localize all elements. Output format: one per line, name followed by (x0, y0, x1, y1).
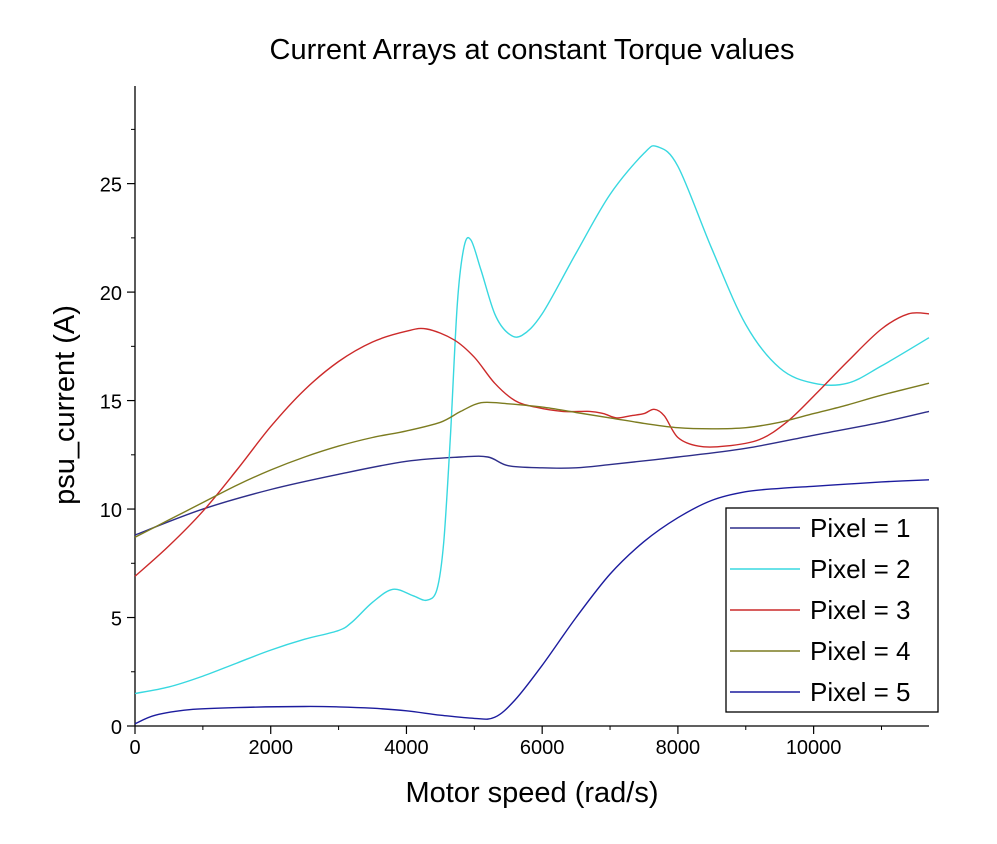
x-tick-label: 6000 (520, 737, 565, 759)
y-axis-label: psu_current (A) (49, 305, 81, 505)
series-line-1 (134, 410, 930, 536)
plot-area: 0 2000 4000 6000 8000 10000 0 5 10 15 20 25 (100, 86, 930, 759)
x-tick-label: 4000 (384, 737, 429, 759)
chart-title: Current Arrays at constant Torque values (270, 34, 795, 66)
x-tick-label: 8000 (656, 737, 701, 759)
legend-label-3: Pixel = 3 (810, 595, 910, 625)
x-tick-label: 2000 (248, 737, 293, 759)
y-tick-label: 10 (100, 500, 122, 522)
legend-label-2: Pixel = 2 (810, 554, 910, 584)
series-line-5 (134, 479, 930, 725)
legend-label-4: Pixel = 4 (810, 636, 910, 666)
y-tick-label: 0 (111, 717, 122, 739)
y-tick-label: 25 (100, 175, 122, 197)
x-tick-label: 10000 (786, 737, 842, 759)
legend: Pixel = 1 Pixel = 2 Pixel = 3 Pixel = 4 Pixe… (725, 507, 939, 713)
y-tick-label: 20 (100, 283, 122, 305)
y-tick-label: 15 (100, 392, 122, 414)
y-tick-label: 5 (111, 609, 122, 631)
legend-label-1: Pixel = 1 (810, 513, 910, 543)
x-axis-label: Motor speed (rad/s) (405, 777, 658, 809)
x-tick-label: 0 (129, 737, 140, 759)
series-line-2 (134, 145, 930, 695)
legend-label-5: Pixel = 5 (810, 677, 910, 707)
series-line-4 (134, 382, 930, 538)
series-line-3 (134, 312, 930, 577)
